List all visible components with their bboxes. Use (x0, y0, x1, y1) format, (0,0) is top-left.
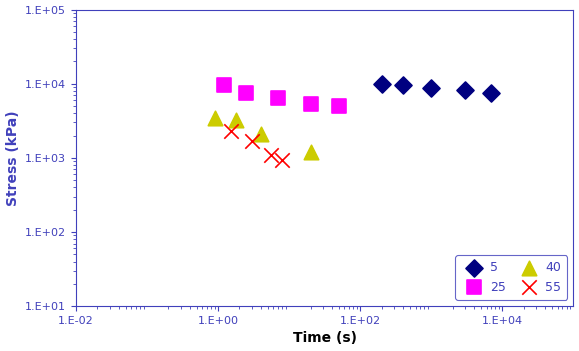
55 (266, 152, 276, 158)
40 (232, 118, 241, 123)
25 (334, 103, 343, 109)
25 (273, 95, 283, 100)
40 (306, 149, 315, 155)
40 (210, 115, 219, 120)
25 (306, 101, 315, 106)
55 (247, 138, 256, 144)
Legend: 5, 25, 40, 55: 5, 25, 40, 55 (455, 255, 567, 300)
Y-axis label: Stress (kPa): Stress (kPa) (6, 110, 20, 206)
5 (377, 81, 386, 87)
5 (487, 90, 496, 95)
25 (242, 90, 251, 95)
X-axis label: Time (s): Time (s) (293, 331, 357, 345)
40 (256, 131, 266, 137)
55 (226, 128, 235, 134)
25 (219, 82, 228, 87)
5 (460, 87, 470, 93)
5 (398, 82, 408, 88)
5 (427, 85, 436, 91)
55 (278, 157, 287, 162)
